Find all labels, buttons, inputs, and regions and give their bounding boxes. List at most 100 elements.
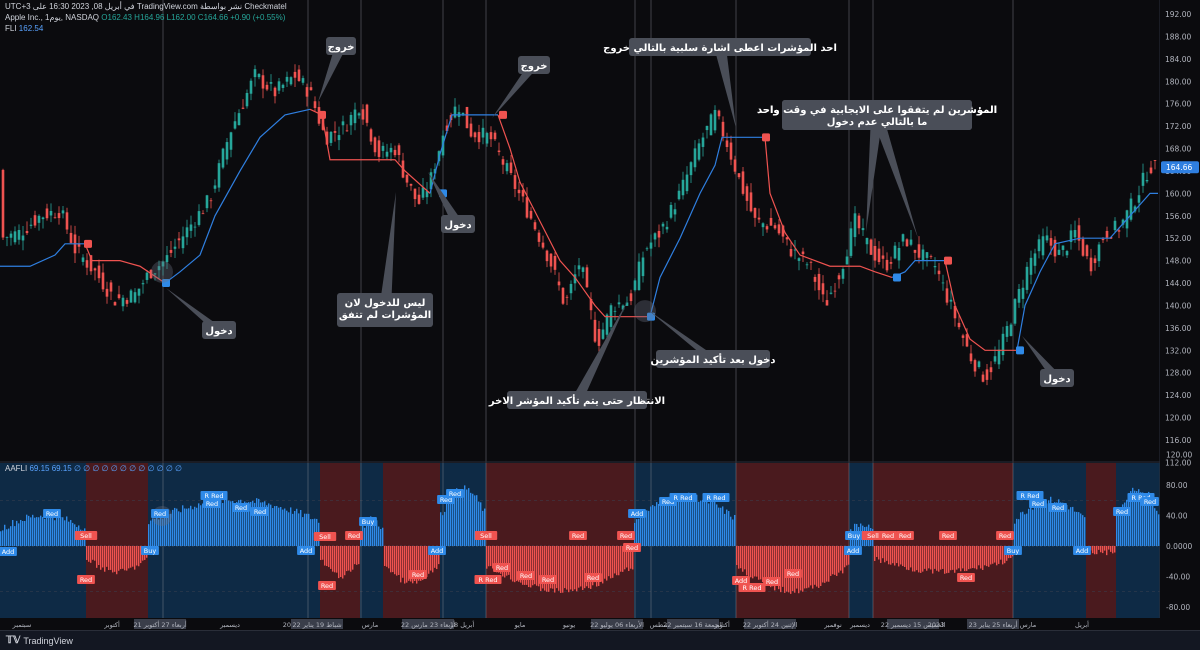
candle-body (497, 150, 501, 153)
histogram-bar (336, 546, 338, 573)
histogram-bar (438, 546, 440, 565)
histogram-bar (366, 521, 368, 546)
candle-body (69, 232, 73, 243)
osc-signal-text: Red (520, 572, 532, 580)
histogram-bar (1156, 510, 1158, 546)
symbol-name[interactable]: Apple Inc., 1يوم, NASDAQ (5, 13, 100, 22)
histogram-bar (448, 503, 450, 546)
price-axis[interactable]: 192.00 188.00 184.00 180.00 176.00 172.00 168.… (1160, 0, 1200, 630)
histogram-bar (806, 546, 808, 589)
candle-body (429, 172, 433, 190)
histogram-bar (458, 491, 460, 546)
histogram-bar (980, 546, 982, 569)
no-entry-text: المؤشرات لم تتفق (339, 310, 431, 321)
price-tick-label: 180.00 (1165, 77, 1191, 86)
histogram-bar (330, 546, 332, 569)
histogram-bar (28, 515, 30, 546)
candle-body (813, 276, 817, 282)
histogram-bar (150, 520, 152, 546)
candle-body (133, 292, 137, 303)
candle-body (753, 208, 757, 218)
annotations: خروج خروج احد المؤشرات اعطى اشارة سلبية با… (166, 37, 1074, 409)
histogram-bar (416, 546, 418, 584)
time-axis-bg (0, 618, 1160, 630)
candle-body (1093, 258, 1097, 264)
histogram-bar (16, 520, 18, 546)
time-axis[interactable]: سبتمبر أكتوبر أربعاء 27 أكتوبر 21 ديسمبر 202… (0, 618, 1160, 630)
candle-body (545, 250, 549, 262)
histogram-bar (186, 508, 188, 546)
histogram-bar (188, 508, 190, 546)
candle-body (1121, 219, 1125, 225)
entry-two-pointer (166, 288, 225, 330)
histogram-bar (1094, 546, 1096, 555)
candle-body (421, 187, 425, 198)
osc-signal-text: Buy (1007, 547, 1020, 555)
candle-body (1037, 239, 1041, 252)
exit-one-box (326, 37, 356, 55)
candle-body (829, 292, 833, 294)
candle-body (349, 114, 353, 126)
histogram-bar (698, 501, 700, 546)
time-highlight (591, 619, 643, 629)
histogram-bar (896, 546, 898, 564)
indicator-name[interactable]: FLI (5, 24, 17, 33)
osc-signal-text: Sell (480, 532, 492, 540)
candle-body (825, 300, 829, 306)
histogram-bar (40, 515, 42, 546)
candle-body (177, 238, 181, 241)
histogram-bar (1102, 546, 1104, 554)
histogram-bar (354, 546, 356, 565)
osc-signal-text: Sell (80, 532, 92, 540)
candle-body (1057, 249, 1061, 255)
candle-body (41, 217, 45, 220)
histogram-bar (398, 546, 400, 575)
histogram-bar (488, 546, 490, 567)
price-axis-bg (1160, 0, 1200, 630)
candle-body (685, 174, 689, 192)
candle-body (5, 237, 9, 239)
candle-body (765, 226, 769, 230)
candle-body (853, 213, 857, 238)
candle-body (785, 237, 789, 240)
histogram-bar (180, 512, 182, 546)
histogram-bar (766, 546, 768, 582)
candle-body (405, 174, 409, 183)
tradingview-logo[interactable]: 𝕋𝕍 TradingView (6, 635, 73, 646)
histogram-bar (612, 546, 614, 578)
histogram-bar (496, 546, 498, 573)
histogram-bar (224, 496, 226, 546)
candle-body (945, 288, 949, 303)
osc-signal-tag (1049, 503, 1067, 512)
histogram-bar (2, 530, 4, 546)
osc-signal-tag (996, 531, 1014, 540)
histogram-bar (286, 510, 288, 546)
osc-signal-tag (1004, 546, 1022, 555)
candle-body (113, 302, 117, 306)
histogram-bar (748, 546, 750, 577)
histogram-bar (1016, 518, 1018, 546)
candle-body (253, 69, 257, 78)
oscillator-zone (634, 463, 736, 630)
candle-body (273, 87, 277, 97)
histogram-bar (8, 528, 10, 546)
histogram-bar (918, 546, 920, 573)
histogram-bar (304, 513, 306, 546)
osc-signal-text: Red (348, 532, 360, 540)
candle-body (289, 77, 293, 85)
price-tick-label: 116.00 (1165, 436, 1191, 445)
candle-body (481, 127, 485, 138)
candle-body (105, 288, 109, 297)
histogram-bar (776, 546, 778, 586)
osc-tick-label: 80.00 (1166, 481, 1188, 490)
oscillator-name[interactable]: AAFLI (5, 464, 28, 473)
histogram-bar (778, 546, 780, 590)
histogram-bar (444, 511, 446, 546)
time-tick-label: أكتوبر (103, 620, 120, 629)
histogram-bar (120, 546, 122, 570)
osc-signal-tag (203, 499, 221, 508)
candle-body (917, 244, 921, 258)
histogram-bar (408, 546, 410, 581)
histogram-bar (716, 504, 718, 546)
